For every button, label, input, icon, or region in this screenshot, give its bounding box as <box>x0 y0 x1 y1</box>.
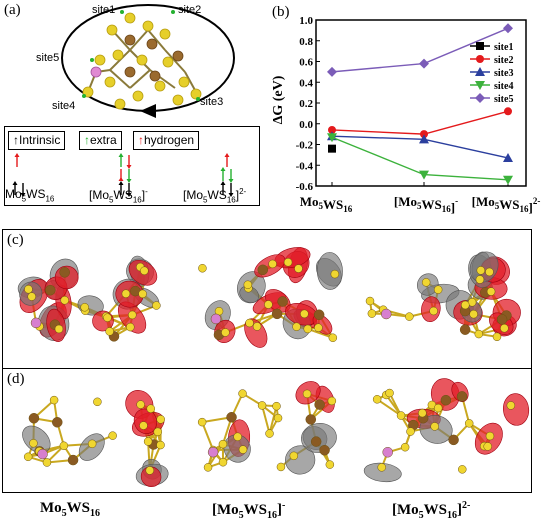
panel-a-label: (a) <box>4 2 21 18</box>
legend-label-site4: site4 <box>494 81 513 92</box>
x-tick-label: [Mo5WS16]2- <box>472 194 541 215</box>
orbital-cluster-d-2 <box>197 381 337 475</box>
legend-label-site3: site3 <box>494 68 513 79</box>
y-tick-label: -0.2 <box>296 140 314 152</box>
data-point-site3 <box>419 134 429 144</box>
legend-label-site1: site1 <box>494 42 513 53</box>
site4-label: site4 <box>52 100 76 112</box>
orbital-structures-d <box>22 378 530 488</box>
y-tick-label: 0.0 <box>299 119 313 131</box>
cluster-label-anion: [Mo5WS16]- <box>89 187 148 205</box>
bottom-label-neutral: Mo5WS16 <box>40 500 101 519</box>
legend-label-site5: site5 <box>494 94 513 105</box>
site1-label: site1 <box>92 4 116 16</box>
cluster-label-neutral: Mo5WS16 <box>5 187 55 204</box>
y-tick-label: 0.2 <box>299 98 313 110</box>
bottom-label-anion: [Mo5WS16]- <box>212 500 286 521</box>
panel-b-label: (b) <box>272 4 290 20</box>
bottom-label-dianion: [Mo5WS16]2- <box>392 500 471 521</box>
cluster-label-dianion: [Mo5WS16]2- <box>183 187 247 205</box>
data-point-site4 <box>419 170 429 180</box>
x-tick-label: [Mo5WS16]- <box>394 194 458 215</box>
spin-legend-box: ↑Intrinsic ↑extra ↑hydrogen <box>4 126 260 206</box>
legend-label-site2: site2 <box>494 55 513 66</box>
y-tick-label: 0.4 <box>299 77 313 89</box>
orbital-cluster-d-3 <box>363 378 530 483</box>
y-tick-label: 1.0 <box>299 15 313 27</box>
y-tick-label: -0.6 <box>296 181 314 193</box>
legend-marker-site1 <box>476 42 484 50</box>
series-line-site5 <box>331 27 509 73</box>
data-point-site1 <box>328 144 336 153</box>
orbital-cluster-d-1 <box>22 390 169 488</box>
panel-a: (a) <box>0 0 270 225</box>
delta-g-chart: (b) 1.0 0.8 0.6 0.4 0.2 0.0 -0.2 -0.4 -0.6 Mo5WS… <box>271 4 541 215</box>
panel-c-label: (c) <box>7 232 24 248</box>
panel-d: (d) <box>2 369 532 493</box>
legend-intrinsic: ↑Intrinsic <box>8 131 66 150</box>
spin-arrows <box>12 153 234 197</box>
legend-extra: ↑extra <box>79 131 122 150</box>
data-point-site2 <box>504 107 512 116</box>
legend-hydrogen: ↑hydrogen <box>133 131 200 150</box>
orbital-cluster-c-3 <box>365 251 521 342</box>
data-point-site4 <box>503 175 513 185</box>
y-tick-label: -0.4 <box>296 160 314 172</box>
legend-marker-site5 <box>475 93 485 103</box>
data-point-site5 <box>419 58 429 69</box>
y-tick-label: 0.6 <box>299 57 313 69</box>
series-line-site2 <box>331 110 509 135</box>
data-point-site4 <box>327 133 337 143</box>
legend-marker-site3 <box>475 67 485 76</box>
site2-label: site2 <box>178 4 202 16</box>
orbital-cluster-c-1 <box>17 255 161 342</box>
orbital-cluster-c-2 <box>198 247 343 348</box>
series-line-site4 <box>331 136 509 181</box>
legend-marker-site2 <box>476 55 484 63</box>
site5-label: site5 <box>36 52 60 64</box>
legend-marker-site4 <box>475 81 485 90</box>
data-point-site3 <box>503 152 513 162</box>
series-line-site3 <box>331 135 509 159</box>
panel-c: (c) <box>2 229 532 369</box>
panel-b: (b) 1.0 0.8 0.6 0.4 0.2 0.0 -0.2 -0.4 -0.6 Mo5WS… <box>270 0 541 225</box>
x-tick-label: Mo5WS16 <box>300 194 353 214</box>
data-point-site5 <box>327 66 337 77</box>
site3-label: site3 <box>200 96 224 108</box>
data-point-site5 <box>503 23 513 34</box>
panel-d-label: (d) <box>7 371 25 387</box>
data-point-site2 <box>328 125 336 134</box>
y-tick-label: 0.8 <box>299 36 313 48</box>
data-point-site2 <box>420 130 428 139</box>
orbital-structures-c <box>17 247 521 348</box>
y-axis-label: ΔG (eV) <box>271 75 286 124</box>
panel-a-structure <box>61 4 235 118</box>
